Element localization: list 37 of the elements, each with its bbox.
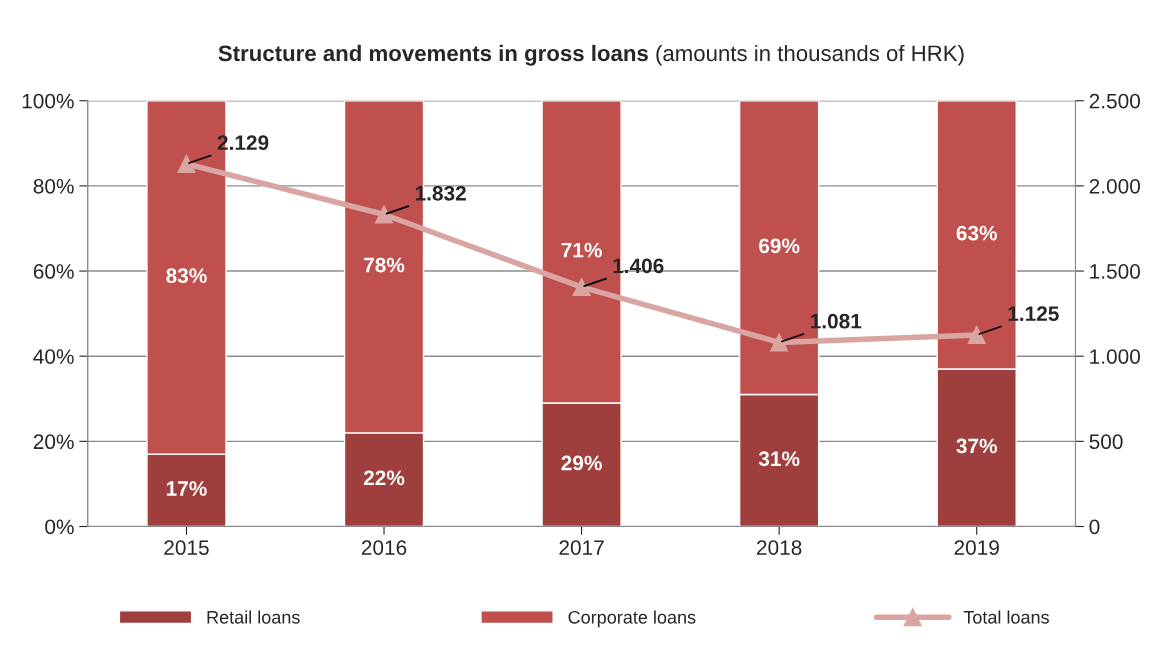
x-tick-label: 2018 (757, 540, 802, 555)
legend-label: Total loans (963, 610, 1049, 624)
point (374, 205, 394, 224)
x-tick-label: 2019 (954, 540, 999, 555)
y2-tick-label: 500 (1089, 434, 1123, 450)
x-tick-label: 2015 (164, 540, 209, 555)
data-label: 83% (166, 268, 207, 284)
y-tick-label: 0% (45, 519, 74, 535)
x-tick-label: 2017 (559, 540, 604, 555)
y2-tick-label: 2.500 (1089, 93, 1140, 109)
x-tick-label: 2016 (361, 540, 407, 555)
point (770, 333, 789, 352)
legend-label: Retail loans (207, 610, 300, 624)
data-label: 78% (364, 257, 405, 273)
chart-subtitle: (amounts in thousands of HRK) (656, 44, 964, 66)
y-tick-label: 100% (22, 93, 74, 109)
data-label: 71% (561, 242, 602, 258)
chart-title: Structure and movements in gross loans (218, 44, 648, 66)
data-label: 69% (759, 238, 800, 254)
y2-tick-label: 1.500 (1090, 264, 1140, 279)
legend-label: Corporate loans (568, 610, 696, 628)
point (572, 278, 591, 297)
data-label: 37% (956, 438, 997, 454)
data-label: 63% (956, 225, 997, 241)
data-label: 17% (166, 481, 207, 496)
y-tick-label: 20% (33, 434, 74, 450)
y-tick-label: 40% (33, 349, 74, 364)
data-label: 31% (758, 451, 800, 467)
y2-tick-label: 0 (1089, 519, 1100, 535)
y-tick-label: 60% (33, 264, 74, 279)
y2-tick-label: 2.000 (1089, 178, 1140, 194)
data-label: 22% (363, 470, 405, 486)
y2-tick-label: 1.000 (1090, 349, 1140, 364)
point (967, 325, 986, 344)
point (177, 154, 196, 173)
data-label: 29% (561, 455, 602, 471)
y-tick-label: 80% (33, 178, 74, 194)
